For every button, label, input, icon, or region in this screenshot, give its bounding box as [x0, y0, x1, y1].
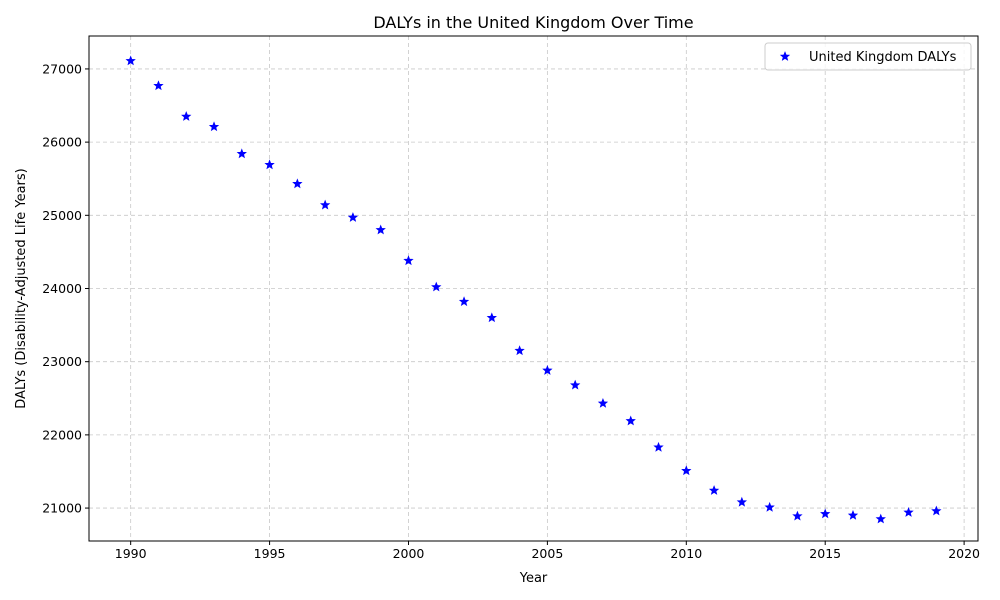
data-point [458, 296, 470, 307]
data-point [792, 510, 803, 521]
data-point [736, 496, 748, 507]
legend: United Kingdom DALYs [764, 42, 972, 71]
data-point [847, 509, 859, 520]
data-point [403, 255, 414, 266]
data-point [570, 379, 581, 390]
data-point [375, 224, 386, 235]
legend-box [764, 42, 972, 71]
data-point [903, 507, 914, 517]
x-tick-label: 1990 [115, 546, 147, 561]
grid-lines [89, 36, 978, 541]
x-axis-title: Year [519, 571, 548, 586]
data-points [125, 55, 942, 524]
legend-star-marker [779, 51, 791, 61]
data-point [347, 212, 359, 222]
data-point [153, 80, 164, 91]
data-point [597, 397, 609, 408]
data-point [431, 281, 442, 292]
y-tick-label: 26000 [42, 135, 82, 150]
data-point [625, 415, 636, 426]
y-axis-title: DALYs (Disability-Adjusted Life Years) [14, 168, 29, 408]
y-tick-label: 22000 [42, 427, 82, 442]
chart-title: DALYs in the United Kingdom Over Time [373, 13, 693, 32]
x-tick-label: 2000 [393, 546, 425, 561]
data-point [292, 178, 303, 189]
y-axis-ticks: 21000 22000 23000 24000 25000 26000 27000 [42, 61, 89, 516]
x-tick-label: 2010 [670, 546, 702, 561]
plot-frame [88, 35, 979, 542]
data-point [208, 121, 220, 132]
data-point [708, 485, 720, 495]
data-point [764, 501, 775, 512]
legend-label: United Kingdom DALYs [809, 50, 957, 65]
data-point [681, 465, 692, 476]
data-point [264, 159, 275, 170]
y-tick-label: 25000 [42, 208, 82, 223]
data-point [181, 111, 192, 121]
data-point [125, 55, 136, 66]
data-point [653, 441, 664, 452]
y-tick-label: 24000 [42, 281, 82, 296]
data-point [542, 365, 553, 375]
data-point [514, 345, 525, 356]
x-tick-label: 2005 [531, 546, 563, 561]
y-tick-label: 27000 [42, 61, 82, 76]
x-tick-label: 1995 [254, 546, 286, 561]
data-point [486, 312, 497, 323]
x-tick-label: 2015 [809, 546, 841, 561]
data-point [236, 148, 247, 159]
x-axis-ticks: 1990 1995 2000 2005 2010 2015 2020 [115, 541, 980, 561]
y-tick-label: 23000 [42, 354, 82, 369]
y-tick-label: 21000 [42, 501, 82, 516]
data-point [319, 199, 331, 210]
data-point [820, 508, 831, 519]
x-tick-label: 2020 [948, 546, 980, 561]
data-point [875, 513, 886, 524]
data-point [931, 505, 942, 516]
